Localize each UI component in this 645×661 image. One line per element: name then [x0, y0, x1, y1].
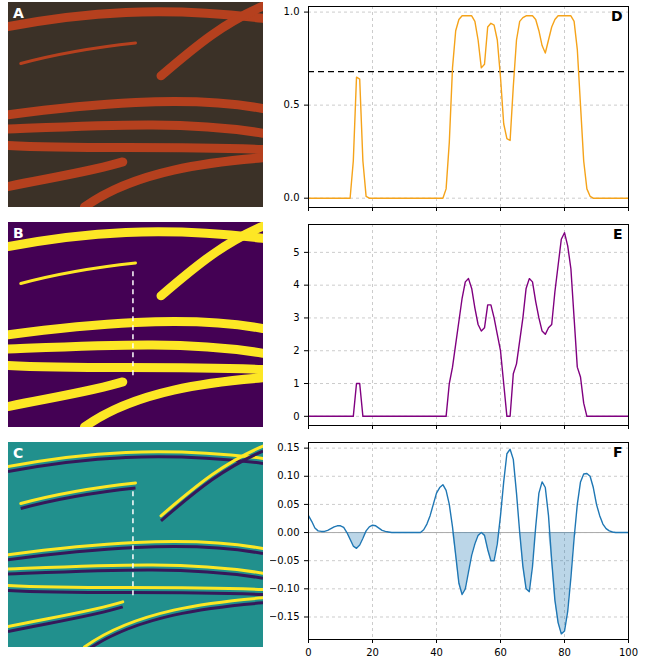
- svg-text:40: 40: [430, 647, 443, 658]
- svg-text:B: B: [13, 225, 24, 241]
- svg-text:−0.15: −0.15: [270, 611, 300, 622]
- svg-text:D: D: [611, 8, 623, 24]
- svg-text:2: 2: [293, 345, 299, 356]
- svg-text:0: 0: [305, 647, 311, 658]
- svg-text:0.10: 0.10: [277, 470, 299, 481]
- svg-text:1.0: 1.0: [284, 6, 300, 17]
- svg-text:3: 3: [293, 312, 299, 323]
- svg-text:80: 80: [558, 647, 571, 658]
- svg-text:C: C: [13, 445, 23, 461]
- svg-text:0.5: 0.5: [284, 99, 300, 110]
- svg-text:100: 100: [619, 647, 638, 658]
- svg-text:0.0: 0.0: [284, 192, 300, 203]
- svg-text:5: 5: [293, 247, 299, 258]
- svg-text:20: 20: [366, 647, 379, 658]
- svg-text:F: F: [613, 444, 623, 460]
- svg-text:0: 0: [293, 411, 299, 422]
- svg-text:60: 60: [494, 647, 507, 658]
- svg-text:4: 4: [293, 279, 299, 290]
- svg-text:0.05: 0.05: [277, 499, 299, 510]
- svg-text:1: 1: [293, 378, 299, 389]
- svg-text:−0.05: −0.05: [270, 555, 300, 566]
- svg-text:−0.10: −0.10: [270, 583, 300, 594]
- svg-text:0.00: 0.00: [277, 527, 299, 538]
- svg-text:A: A: [13, 5, 24, 21]
- svg-text:E: E: [613, 226, 623, 242]
- svg-text:0.15: 0.15: [277, 442, 299, 453]
